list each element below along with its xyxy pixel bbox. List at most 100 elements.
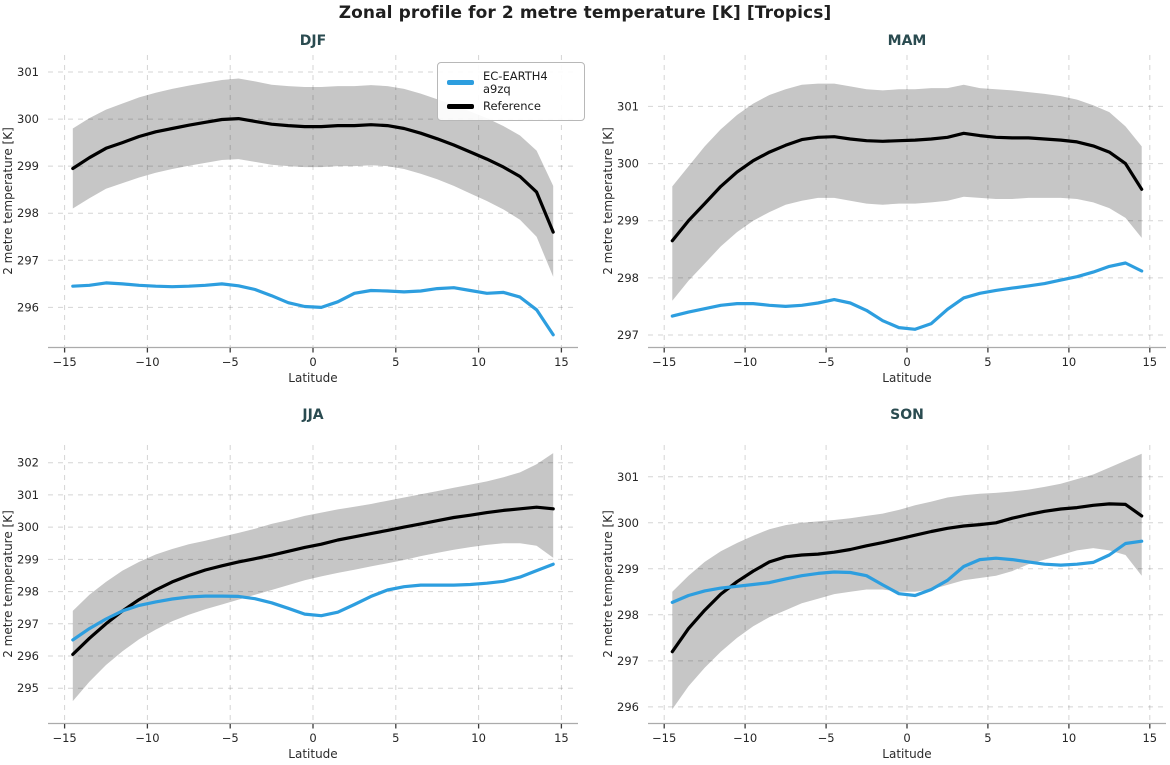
x-tick-label: −10 (733, 731, 757, 745)
y-tick-label: 300 (617, 516, 639, 530)
x-tick-label: −10 (135, 731, 159, 745)
x-tick-label: 15 (1142, 355, 1157, 369)
x-axis-label: Latitude (288, 747, 337, 761)
legend-swatch (447, 104, 474, 109)
x-tick-label: 15 (554, 731, 569, 745)
x-tick-label: −15 (652, 355, 676, 369)
y-tick-label: 302 (17, 456, 39, 470)
uncertainty-band (72, 78, 554, 277)
subplot-title-djf: DJF (300, 33, 326, 49)
y-tick-label: 301 (17, 65, 39, 79)
x-tick-label: 0 (309, 731, 316, 745)
x-tick-label: −5 (818, 731, 835, 745)
x-tick-label: 15 (554, 355, 569, 369)
subplot-title-mam: MAM (888, 33, 927, 49)
legend: EC-EARTH4 a9zq Reference (437, 62, 585, 121)
series-line-reference (670, 502, 1144, 654)
y-tick-label: 299 (617, 214, 639, 228)
x-tick-label: −15 (52, 355, 76, 369)
y-tick-label: 300 (17, 112, 39, 126)
x-tick-label: 10 (471, 731, 486, 745)
y-axis-label: 2 metre temperature [K] (1, 510, 15, 658)
x-tick-label: 0 (903, 731, 910, 745)
y-tick-label: 299 (617, 562, 639, 576)
y-tick-label: 300 (17, 520, 39, 534)
x-tick-label: 10 (471, 355, 486, 369)
y-tick-label: 297 (617, 328, 639, 342)
subplot-djf: −15 −10 −5 0 5 10 15 296 297 298 299 300 301 DJF Latit… (0, 28, 585, 395)
legend-label: EC-EARTH4 a9zq (483, 69, 548, 96)
x-axis-label: Latitude (882, 747, 931, 761)
chart-canvas-son: −15 −10 −5 0 5 10 15 296 297 298 299 300 301 SON Latit… (601, 407, 1166, 761)
series-line-reference (71, 505, 555, 656)
y-tick-label: 297 (17, 253, 39, 267)
chart-canvas-mam: −15 −10 −5 0 5 10 15 297 298 299 300 301 MAM Latitude… (601, 33, 1166, 385)
series-line-reference (670, 131, 1144, 243)
x-axis-label: Latitude (882, 371, 931, 385)
legend-label: Reference (483, 99, 541, 114)
y-tick-label: 298 (617, 271, 639, 285)
subplot-mam: −15 −10 −5 0 5 10 15 297 298 299 300 301 MAM Latitude… (585, 28, 1170, 395)
gridlines (48, 445, 578, 723)
series-line-reference (71, 117, 555, 234)
uncertainty-band (672, 453, 1142, 710)
y-tick-label: 301 (17, 488, 39, 502)
y-axis-label: 2 metre temperature [K] (601, 510, 615, 658)
legend-item: EC-EARTH4 a9zq (447, 70, 573, 95)
x-tick-label: 10 (1062, 355, 1077, 369)
y-tick-label: 296 (17, 300, 39, 314)
y-tick-label: 299 (17, 159, 39, 173)
x-tick-label: 5 (984, 355, 991, 369)
y-axis-label: 2 metre temperature [K] (1, 127, 15, 275)
y-tick-label: 297 (17, 617, 39, 631)
y-axis-label: 2 metre temperature [K] (601, 127, 615, 275)
x-tick-label: 5 (392, 355, 399, 369)
x-axis-ticks (663, 348, 1151, 353)
x-tick-label: −5 (222, 355, 239, 369)
uncertainty-band (72, 453, 554, 702)
chart-canvas-jja: −15 −10 −5 0 5 10 15 295 296 297 298 299 300 301 302 JJ… (1, 407, 578, 761)
gridlines (648, 55, 1166, 347)
series-line-ec-earth4-a9zq (670, 539, 1144, 604)
x-axis-ticks (63, 348, 563, 353)
gridlines (648, 445, 1166, 723)
y-tick-label: 295 (17, 681, 39, 695)
x-axis-ticks (663, 724, 1151, 729)
y-tick-label: 301 (617, 470, 639, 484)
x-tick-label: −15 (652, 731, 676, 745)
series-line-ec-earth4-a9zq (71, 281, 555, 337)
y-tick-label: 296 (617, 700, 639, 714)
y-tick-label: 299 (17, 552, 39, 566)
subplot-jja: −15 −10 −5 0 5 10 15 295 296 297 298 299 300 301 302 JJ… (0, 395, 585, 765)
x-tick-label: −5 (818, 355, 835, 369)
x-tick-label: −10 (733, 355, 757, 369)
x-axis-ticks (63, 724, 563, 729)
chart-canvas-djf: −15 −10 −5 0 5 10 15 296 297 298 299 300 301 DJF Latit… (1, 33, 578, 385)
x-tick-label: 15 (1142, 731, 1157, 745)
x-tick-label: −10 (135, 355, 159, 369)
subplot-title-son: SON (890, 407, 924, 423)
series-line-ec-earth4-a9zq (71, 562, 555, 642)
y-tick-label: 297 (617, 654, 639, 668)
y-tick-label: 298 (17, 585, 39, 599)
legend-swatch (447, 80, 474, 85)
x-tick-label: 0 (903, 355, 910, 369)
x-tick-label: 0 (309, 355, 316, 369)
y-tick-label: 300 (617, 157, 639, 171)
y-tick-label: 298 (617, 608, 639, 622)
subplot-son: −15 −10 −5 0 5 10 15 296 297 298 299 300 301 SON Latit… (585, 395, 1170, 765)
subplot-title-jja: JJA (301, 407, 323, 423)
x-tick-label: 10 (1062, 731, 1077, 745)
x-tick-label: −5 (222, 731, 239, 745)
x-tick-label: −15 (52, 731, 76, 745)
x-tick-label: 5 (392, 731, 399, 745)
y-tick-label: 296 (17, 649, 39, 663)
figure-title: Zonal profile for 2 metre temperature [K… (338, 3, 832, 23)
y-tick-label: 301 (617, 99, 639, 113)
y-tick-label: 298 (17, 206, 39, 220)
x-tick-label: 5 (984, 731, 991, 745)
legend-item: Reference (447, 100, 573, 113)
x-axis-label: Latitude (288, 371, 337, 385)
series-line-ec-earth4-a9zq (670, 261, 1144, 331)
